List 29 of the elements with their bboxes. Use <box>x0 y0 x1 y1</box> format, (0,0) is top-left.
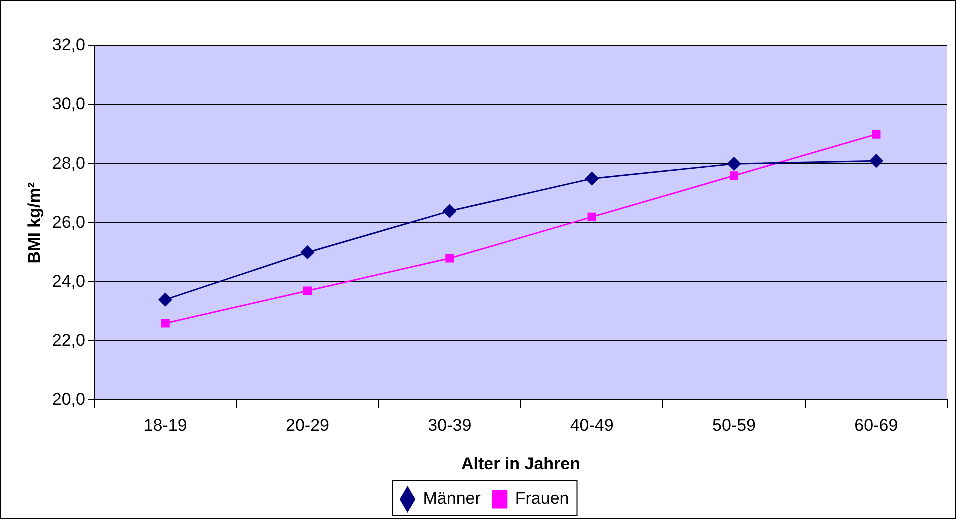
y-tick-label: 22,0 <box>52 330 86 350</box>
point <box>872 130 881 139</box>
point <box>443 204 457 218</box>
y-tick-label: 26,0 <box>52 212 86 232</box>
y-tick-label: 24,0 <box>52 272 86 291</box>
legend-label: Frauen <box>515 489 570 508</box>
x-tick-label: 60-69 <box>854 416 898 436</box>
point <box>303 286 312 296</box>
legend-label: Männer <box>423 489 482 508</box>
x-axis-title: Alter in Jahren <box>461 454 581 474</box>
point <box>300 246 314 260</box>
x-tick-label: 18-19 <box>144 416 188 436</box>
point <box>727 157 741 171</box>
point <box>158 293 172 307</box>
point <box>446 254 454 263</box>
point <box>585 172 599 186</box>
y-tick-label: 20,0 <box>52 390 86 409</box>
y-tick-label: 30,0 <box>52 94 86 114</box>
x-tick-label: 20-29 <box>286 416 330 436</box>
x-tick-label: 50-59 <box>712 416 756 436</box>
y-tick-label: 32,0 <box>52 36 86 55</box>
point <box>730 172 739 180</box>
point <box>870 154 884 168</box>
y-tick-label: 28,0 <box>52 154 86 173</box>
point <box>588 212 596 222</box>
x-tick-label: 30-39 <box>428 416 472 436</box>
x-tick-label: 40-49 <box>570 416 614 436</box>
y-axis-title: BMI kg/m² <box>24 182 44 264</box>
point <box>161 319 170 328</box>
